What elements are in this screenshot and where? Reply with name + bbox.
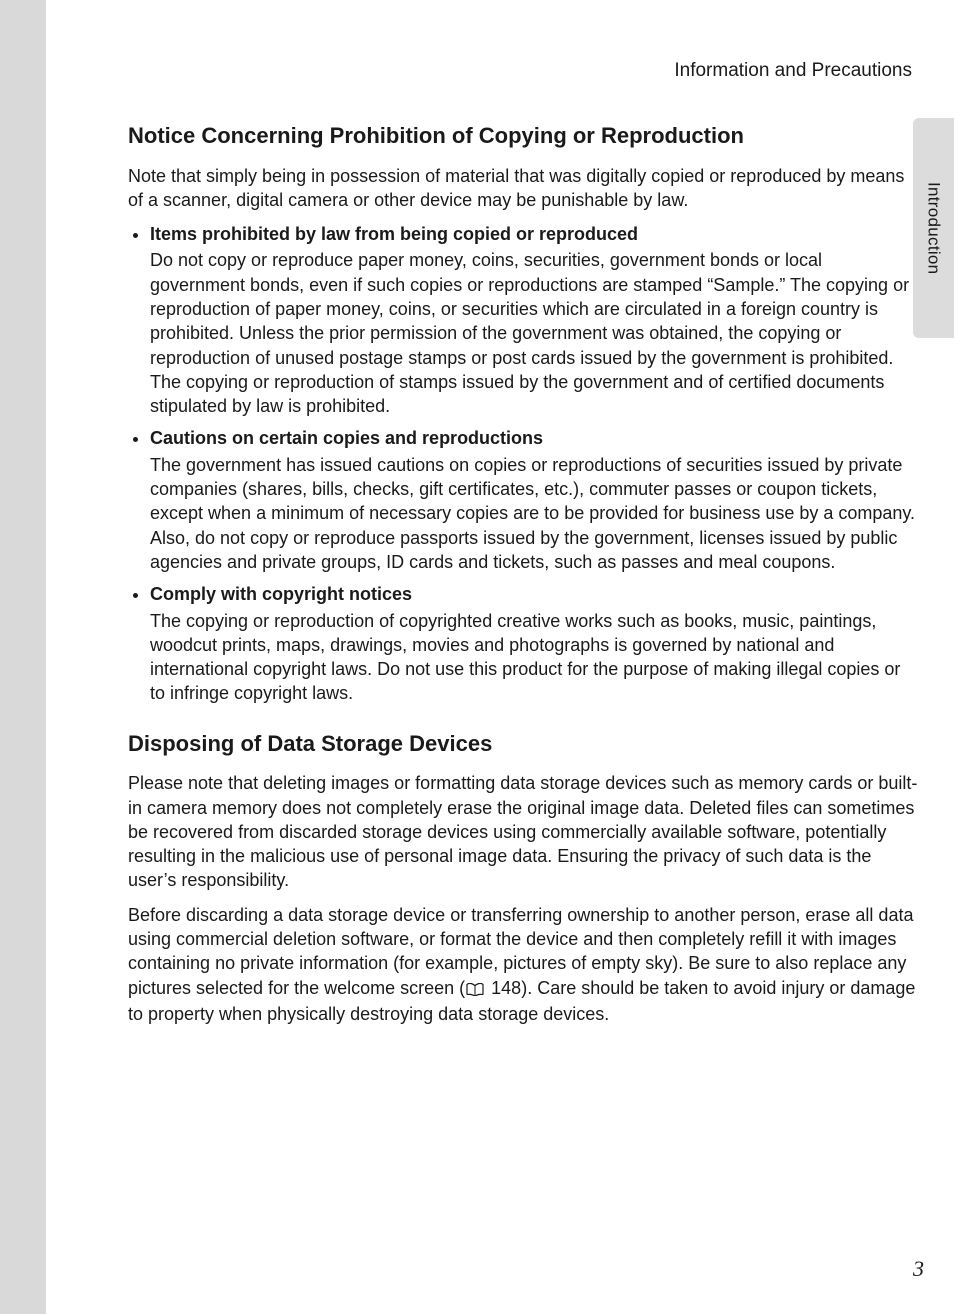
- list-item-body: The copying or reproduction of copyright…: [150, 609, 918, 706]
- list-item-title: Items prohibited by law from being copie…: [150, 222, 918, 246]
- list-item: Items prohibited by law from being copie…: [150, 222, 918, 418]
- list-item: Cautions on certain copies and reproduct…: [150, 426, 918, 574]
- manual-ref-icon: [466, 978, 484, 1002]
- list-item-title: Comply with copyright notices: [150, 582, 918, 606]
- section2-p2-ref: 148: [486, 978, 521, 998]
- list-item-body: The government has issued cautions on co…: [150, 453, 918, 574]
- paper-area: Introduction Information and Precautions…: [46, 0, 954, 1314]
- list-item-body: Do not copy or reproduce paper money, co…: [150, 248, 918, 418]
- section1-intro: Note that simply being in possession of …: [128, 164, 918, 213]
- side-tab-label: Introduction: [924, 182, 944, 274]
- running-header: Information and Precautions: [128, 60, 912, 82]
- section1-list: Items prohibited by law from being copie…: [128, 222, 918, 706]
- page-container: Introduction Information and Precautions…: [0, 0, 954, 1314]
- content-area: Information and Precautions Notice Conce…: [128, 60, 918, 1036]
- section2-title: Disposing of Data Storage Devices: [128, 730, 918, 758]
- section1-title: Notice Concerning Prohibition of Copying…: [128, 122, 918, 150]
- section2-p2: Before discarding a data storage device …: [128, 903, 918, 1026]
- list-item-title: Cautions on certain copies and reproduct…: [150, 426, 918, 450]
- section2: Disposing of Data Storage Devices Please…: [128, 730, 918, 1026]
- side-tab-introduction: Introduction: [913, 118, 954, 338]
- section2-p1: Please note that deleting images or form…: [128, 771, 918, 892]
- page-number: 3: [913, 1256, 924, 1282]
- list-item: Comply with copyright notices The copyin…: [150, 582, 918, 705]
